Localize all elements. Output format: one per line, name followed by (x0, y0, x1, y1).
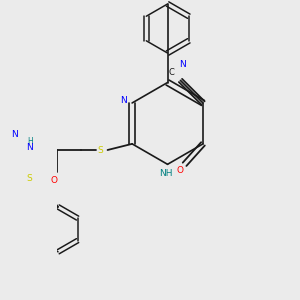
Text: N: N (121, 96, 127, 105)
Text: O: O (51, 176, 58, 185)
Text: O: O (176, 166, 183, 175)
Text: H: H (27, 136, 33, 146)
Text: N: N (11, 130, 18, 140)
Text: N: N (179, 60, 186, 69)
Text: NH: NH (159, 169, 172, 178)
Text: C: C (169, 68, 174, 77)
Text: S: S (98, 146, 103, 154)
Text: N: N (26, 143, 33, 152)
Text: S: S (27, 174, 32, 183)
